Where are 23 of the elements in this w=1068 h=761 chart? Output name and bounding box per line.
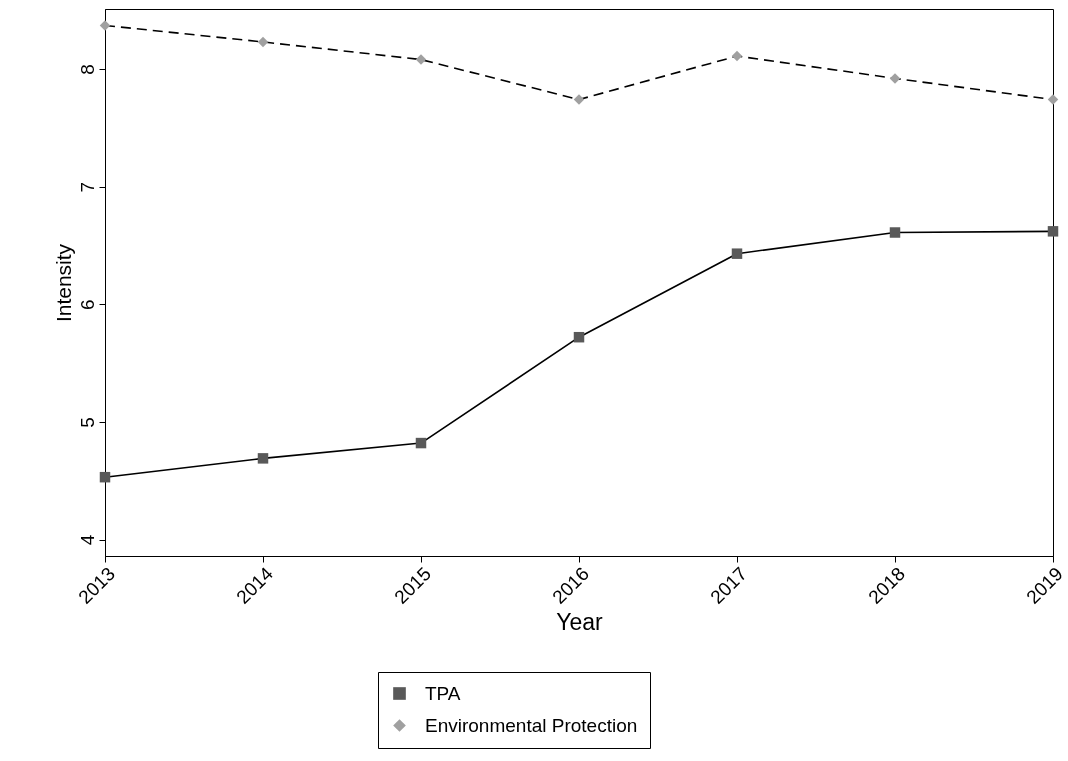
point bbox=[1047, 94, 1059, 105]
legend-label: TPA bbox=[425, 682, 461, 704]
y-tick-label: 4 bbox=[76, 534, 98, 546]
point bbox=[889, 73, 901, 84]
point bbox=[257, 453, 269, 464]
point bbox=[889, 227, 901, 238]
point bbox=[99, 471, 111, 483]
point bbox=[573, 94, 585, 105]
point bbox=[257, 36, 269, 48]
point bbox=[731, 50, 743, 62]
point bbox=[99, 20, 111, 31]
y-axis-title: Intensity bbox=[51, 243, 75, 323]
y-tick-label: 8 bbox=[76, 64, 98, 75]
point bbox=[573, 331, 585, 343]
legend-label: Environmental Protection bbox=[425, 714, 638, 736]
point bbox=[415, 437, 427, 449]
y-tick-label: 6 bbox=[76, 299, 98, 311]
point bbox=[1047, 226, 1059, 237]
point bbox=[731, 248, 743, 259]
y-tick-label: 7 bbox=[76, 181, 98, 193]
x-axis-title: Year bbox=[556, 608, 604, 635]
point bbox=[415, 54, 427, 65]
y-tick-label: 5 bbox=[76, 417, 98, 428]
